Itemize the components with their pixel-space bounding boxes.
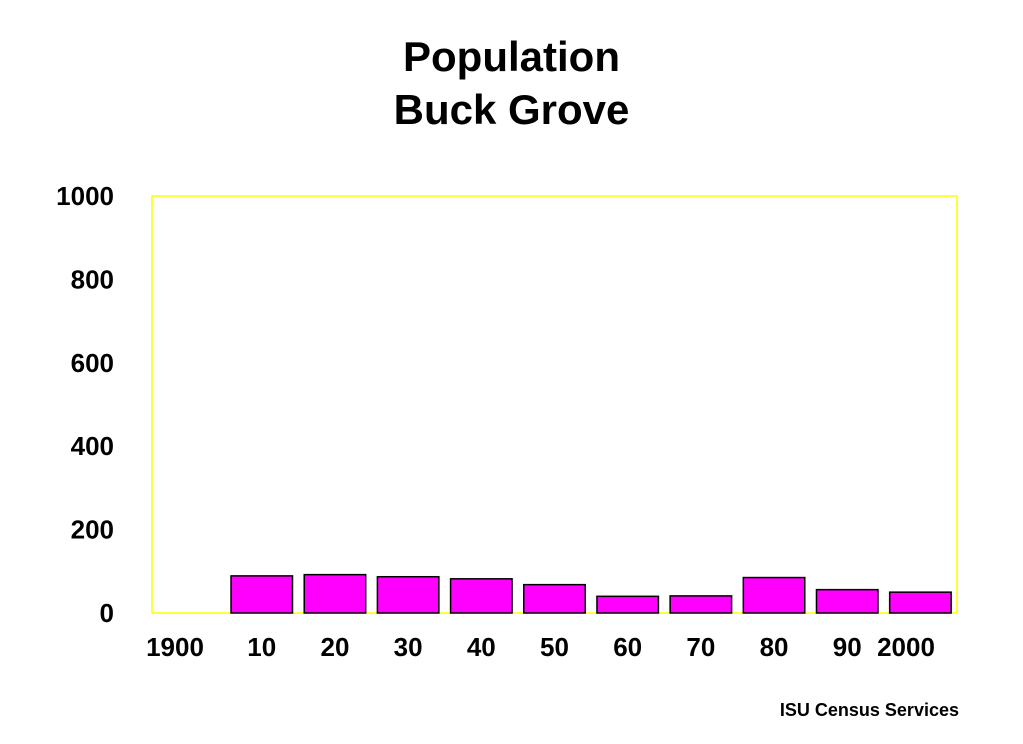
bar-90 bbox=[815, 588, 879, 614]
chart-title-line-1: Population bbox=[403, 33, 620, 80]
y-tick-label: 0 bbox=[100, 598, 114, 628]
y-tick-label: 400 bbox=[71, 431, 114, 461]
bar-80 bbox=[742, 576, 806, 614]
bar-10 bbox=[230, 575, 294, 614]
x-tick-label: 10 bbox=[247, 632, 276, 662]
bar-20 bbox=[303, 573, 367, 614]
x-tick-label: 70 bbox=[686, 632, 715, 662]
x-tick-label: 20 bbox=[320, 632, 349, 662]
bar-40 bbox=[449, 578, 513, 614]
bar-30 bbox=[376, 575, 440, 614]
chart-title-line-2: Buck Grove bbox=[393, 86, 630, 133]
source-credit: ISU Census Services bbox=[779, 700, 959, 720]
bar-70 bbox=[669, 595, 733, 614]
x-tick-label: 80 bbox=[760, 632, 789, 662]
bar-50 bbox=[523, 583, 586, 614]
x-tick-label: 40 bbox=[467, 632, 496, 662]
x-tick-label: 2000 bbox=[877, 632, 935, 662]
x-tick-label: 50 bbox=[540, 632, 569, 662]
y-tick-label: 200 bbox=[71, 515, 114, 545]
plot-area-border bbox=[151, 195, 958, 614]
bar-60 bbox=[596, 595, 660, 614]
x-tick-label: 60 bbox=[613, 632, 642, 662]
x-tick-label: 30 bbox=[394, 632, 423, 662]
bar-2000 bbox=[888, 591, 952, 614]
x-tick-label: 90 bbox=[833, 632, 862, 662]
y-tick-label: 600 bbox=[71, 348, 114, 378]
y-tick-label: 1000 bbox=[56, 181, 114, 211]
y-tick-label: 800 bbox=[71, 264, 114, 294]
x-tick-label: 1900 bbox=[146, 632, 204, 662]
chart-title: Population Buck Grove bbox=[0, 30, 1023, 136]
